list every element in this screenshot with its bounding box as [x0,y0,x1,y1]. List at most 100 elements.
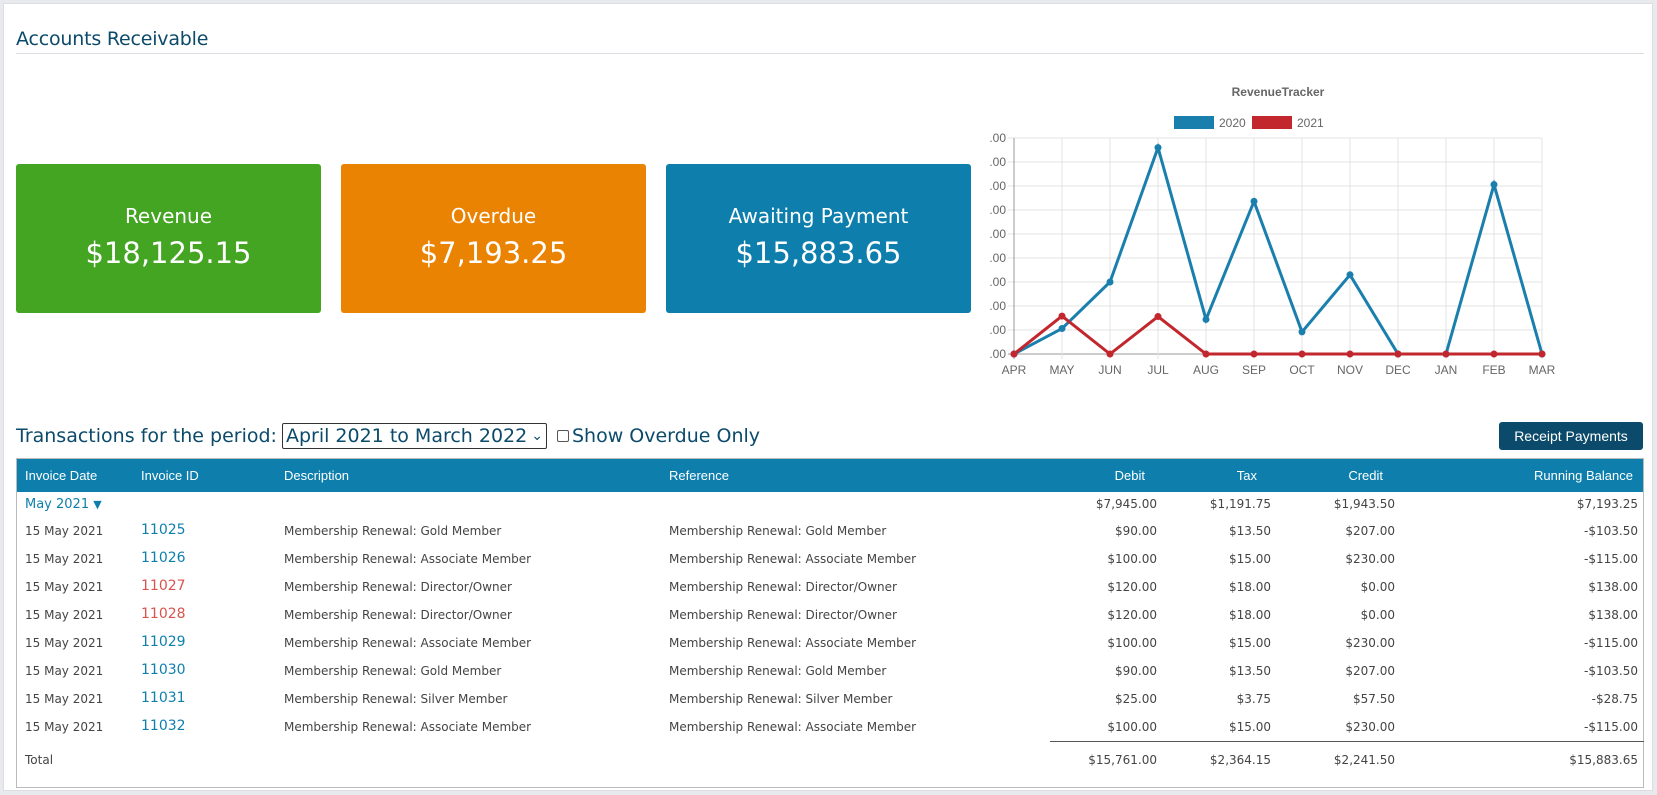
row-tax: $13.50 [1229,524,1271,538]
revenue-card[interactable]: Revenue $18,125.15 [16,164,321,313]
overdue-card[interactable]: Overdue $7,193.25 [341,164,646,313]
data-point-2021 [1010,350,1018,358]
invoice-id-link[interactable]: 11028 [141,606,186,622]
caret-down-icon: ▼ [93,498,102,511]
row-reference: Membership Renewal: Director/Owner [669,580,897,594]
table-row[interactable]: 15 May 2021 11028 Membership Renewal: Dire… [17,601,1643,629]
x-tick-label: MAY [1049,363,1074,377]
table-row[interactable]: 15 May 2021 11025 Membership Renewal: Gold… [17,517,1643,545]
x-tick-label: JUN [1098,363,1121,377]
row-invoice-date: 15 May 2021 [25,664,104,678]
row-credit: $230.00 [1345,552,1395,566]
data-point-2021 [1106,350,1114,358]
row-credit: $230.00 [1345,720,1395,734]
invoice-id-link[interactable]: 11025 [141,522,186,538]
row-description: Membership Renewal: Gold Member [284,664,502,678]
invoice-id-link[interactable]: 11029 [141,634,186,650]
y-tick-label: $40,000.00 [989,155,1006,169]
row-running-balance: -$115.00 [1584,720,1638,734]
invoice-id-link[interactable]: 11032 [141,718,186,734]
month-group-toggle[interactable]: May 2021 ▼ [25,497,102,512]
data-point-2021 [1394,350,1402,358]
table-row[interactable]: 15 May 2021 11026 Membership Renewal: Asso… [17,545,1643,573]
row-description: Membership Renewal: Silver Member [284,692,508,706]
header-tax[interactable]: Tax [1236,468,1257,483]
x-tick-label: MAR [1529,363,1556,377]
header-running-balance[interactable]: Running Balance [1533,468,1633,483]
data-point-2020 [1298,328,1306,336]
data-point-2020 [1346,271,1354,279]
row-debit: $90.00 [1115,664,1157,678]
table-row[interactable]: 15 May 2021 11031 Membership Renewal: Silv… [17,685,1643,713]
row-description: Membership Renewal: Gold Member [284,524,502,538]
transactions-table: Invoice Date Invoice ID Description Refe… [16,458,1644,788]
header-reference[interactable]: Reference [669,468,729,483]
table-row[interactable]: 15 May 2021 11029 Membership Renewal: Asso… [17,629,1643,657]
row-running-balance: -$115.00 [1584,636,1638,650]
row-reference: Membership Renewal: Silver Member [669,692,893,706]
row-description: Membership Renewal: Director/Owner [284,608,512,622]
invoice-id-link[interactable]: 11026 [141,550,186,566]
row-debit: $100.00 [1107,636,1157,650]
data-point-2021 [1250,350,1258,358]
table-row[interactable]: 15 May 2021 11030 Membership Renewal: Gold… [17,657,1643,685]
invoice-id-link[interactable]: 11027 [141,578,186,594]
row-credit: $57.50 [1353,692,1395,706]
row-credit: $207.00 [1345,664,1395,678]
row-description: Membership Renewal: Associate Member [284,552,532,566]
row-invoice-date: 15 May 2021 [25,692,104,706]
invoice-id-link[interactable]: 11031 [141,690,186,706]
row-reference: Membership Renewal: Associate Member [669,552,917,566]
header-description[interactable]: Description [284,468,350,483]
period-label: Transactions for the period: [16,425,277,447]
y-tick-label: $45,000.00 [989,131,1006,145]
header-debit[interactable]: Debit [1114,468,1145,483]
awaiting-payment-card[interactable]: Awaiting Payment $15,883.65 [666,164,971,313]
y-tick-label: $20,000.00 [989,251,1006,265]
data-point-2021 [1154,313,1162,321]
x-tick-label: NOV [1337,363,1363,377]
x-tick-label: FEB [1482,363,1505,377]
data-point-2020 [1250,197,1258,205]
row-debit: $25.00 [1115,692,1157,706]
header-invoice-id[interactable]: Invoice ID [141,468,199,483]
row-debit: $120.00 [1107,608,1157,622]
table-row[interactable]: 15 May 2021 11032 Membership Renewal: Asso… [17,713,1643,741]
total-balance: $15,883.65 [1569,753,1638,767]
month-group-row[interactable]: May 2021 ▼ $7,945.00 $1,191.75 $1,943.50… [17,492,1643,517]
row-invoice-date: 15 May 2021 [25,636,104,650]
data-point-2020 [1202,315,1210,323]
x-tick-label: OCT [1289,363,1315,377]
header-credit[interactable]: Credit [1348,468,1383,483]
row-description: Membership Renewal: Director/Owner [284,580,512,594]
awaiting-payment-card-label: Awaiting Payment [728,204,909,228]
x-tick-label: AUG [1193,363,1219,377]
data-point-2021 [1346,350,1354,358]
row-description: Membership Renewal: Associate Member [284,636,532,650]
x-tick-label: APR [1002,363,1027,377]
y-tick-label: $15,000.00 [989,275,1006,289]
header-invoice-date[interactable]: Invoice Date [25,468,98,483]
row-description: Membership Renewal: Associate Member [284,720,532,734]
revenue-card-label: Revenue [124,204,213,228]
series-line-2020 [1013,142,1544,356]
row-tax: $15.00 [1229,636,1271,650]
row-invoice-date: 15 May 2021 [25,552,104,566]
invoice-id-link[interactable]: 11030 [141,662,186,678]
receipt-payments-button[interactable]: Receipt Payments [1499,422,1643,450]
table-row[interactable]: 15 May 2021 11027 Membership Renewal: Dire… [17,573,1643,601]
period-select[interactable]: April 2021 to March 2022 ⌄ [281,423,547,449]
table-body: 15 May 2021 11025 Membership Renewal: Gold… [17,517,1643,741]
data-point-2021 [1202,350,1210,358]
legend-swatch-2020 [1174,116,1214,129]
show-overdue-checkbox[interactable] [556,430,569,442]
data-point-2021 [1442,350,1450,358]
month-debit: $7,945.00 [1095,497,1157,511]
row-debit: $120.00 [1107,580,1157,594]
row-running-balance: -$28.75 [1591,692,1638,706]
data-point-2021 [1490,350,1498,358]
row-debit: $100.00 [1107,720,1157,734]
show-overdue-toggle[interactable]: Show Overdue Only [556,425,760,447]
legend-label-2021: 2021 [1297,116,1324,130]
row-reference: Membership Renewal: Gold Member [669,664,887,678]
